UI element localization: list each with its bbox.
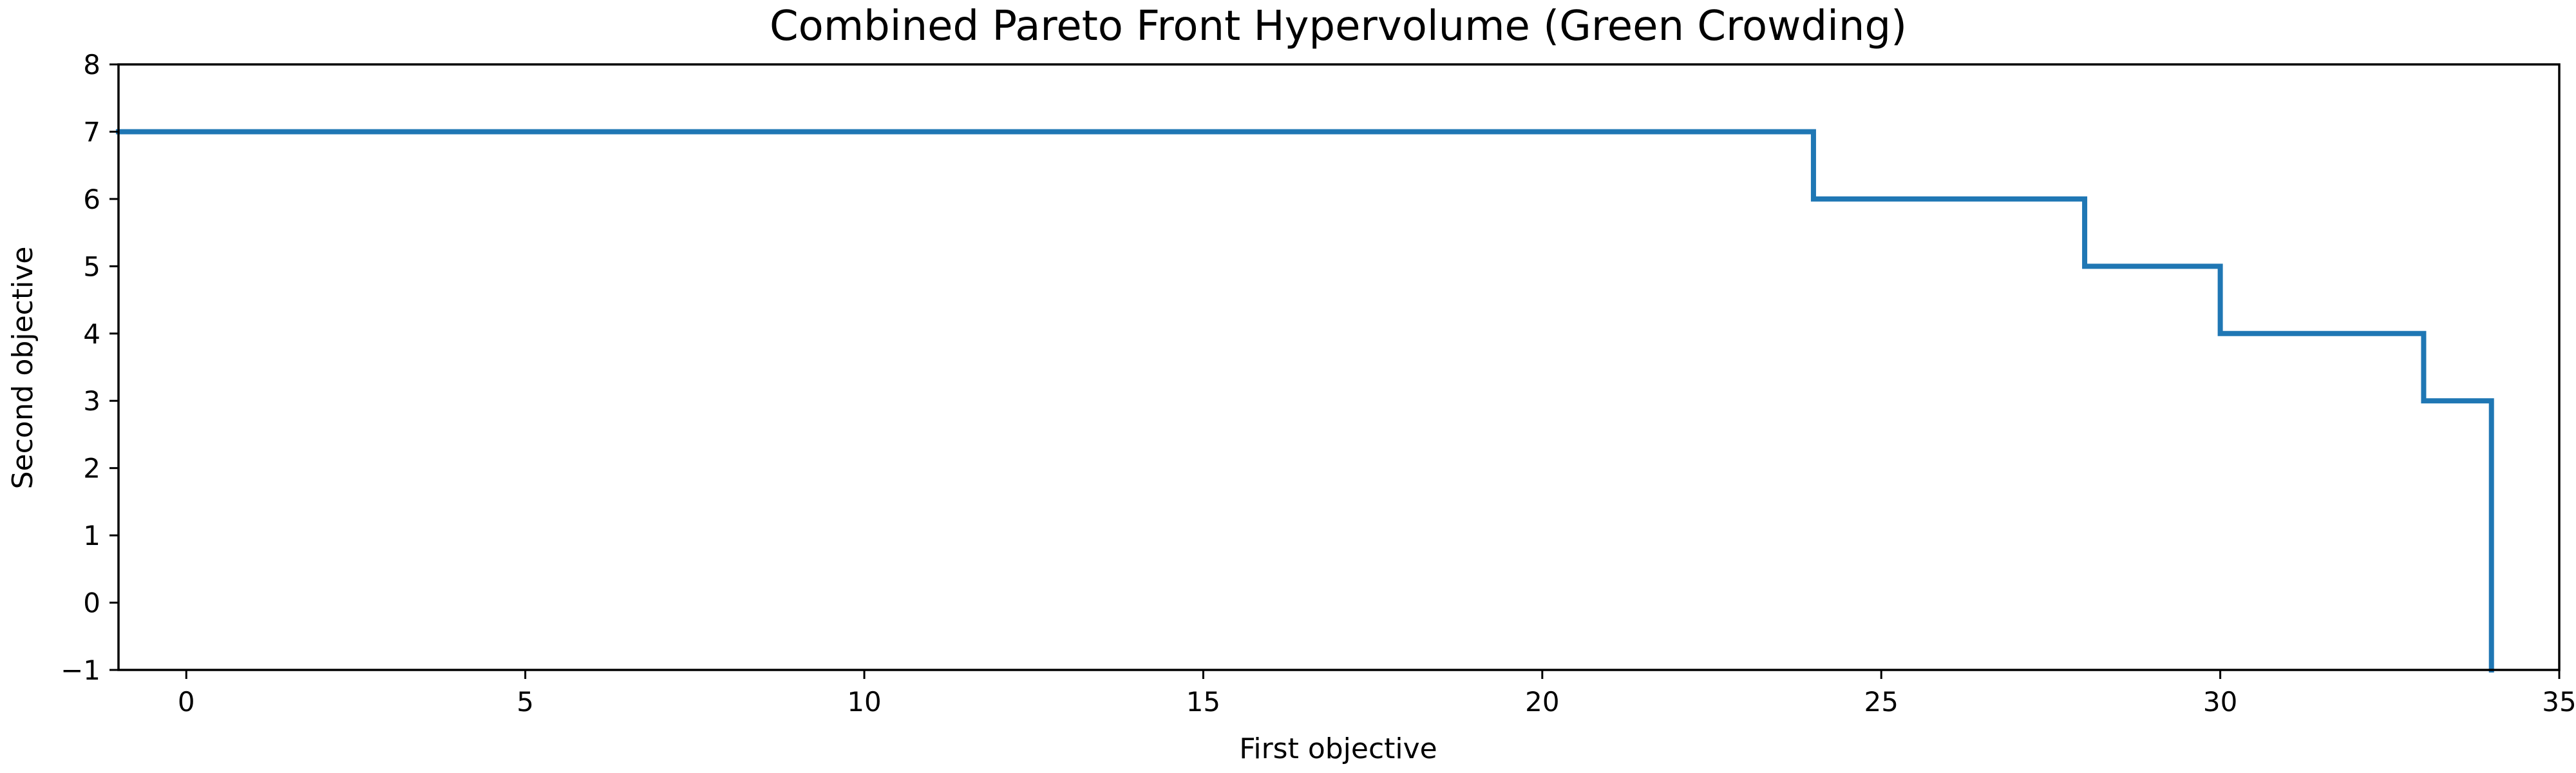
x-tick-label: 0 — [178, 686, 195, 718]
x-axis-label: First objective — [1239, 732, 1437, 765]
plot-area — [116, 129, 2494, 673]
axes-frame — [117, 63, 2561, 671]
y-tick-label: 2 — [83, 453, 100, 484]
y-tick-label: 0 — [83, 587, 100, 619]
y-tick-label: 1 — [83, 520, 100, 551]
x-tick-label: 15 — [1186, 686, 1220, 718]
x-tick-label: 5 — [516, 686, 534, 718]
axes: 0 5 10 15 20 25 30 35 −1 0 1 2 3 4 5 6 7 8 — [61, 49, 2576, 718]
y-tick-label: 6 — [83, 184, 100, 215]
y-tick-label: 5 — [83, 251, 100, 282]
series-line-0 — [116, 129, 2494, 673]
chart-title: Combined Pareto Front Hypervolume (Green… — [770, 3, 1907, 50]
y-tick-label: 3 — [83, 385, 100, 417]
x-tick-label: 20 — [1525, 686, 1559, 718]
x-tick-label: 25 — [1864, 686, 1898, 718]
y-tick-label: 4 — [83, 318, 100, 350]
x-tick-label: 30 — [2203, 686, 2237, 718]
x-tick-label: 35 — [2542, 686, 2576, 718]
y-axis-label: Second objective — [6, 247, 39, 490]
y-tick-label: −1 — [61, 654, 100, 686]
y-tick-label: 7 — [83, 116, 100, 148]
x-tick-label: 10 — [847, 686, 881, 718]
y-tick-label: 8 — [83, 49, 100, 81]
